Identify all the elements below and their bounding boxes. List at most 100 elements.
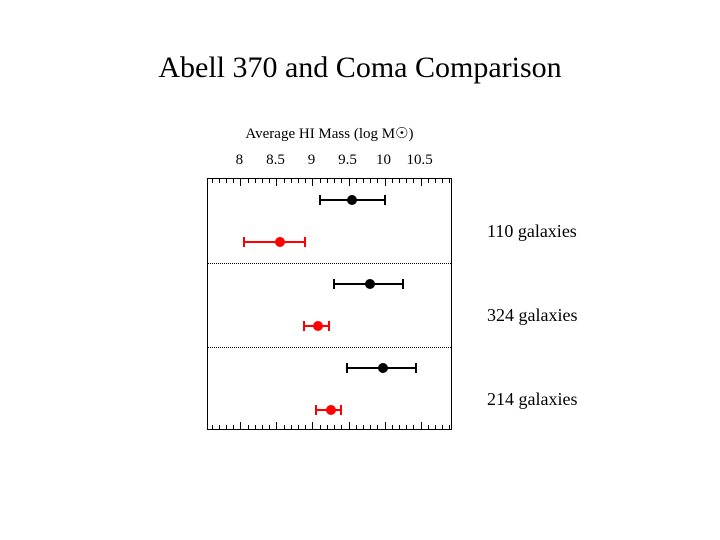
x-minor-tick [212,179,213,183]
x-minor-tick [226,179,227,183]
x-minor-tick [269,179,270,183]
x-minor-tick [291,179,292,183]
error-cap [384,195,386,205]
x-minor-tick [363,425,364,429]
x-tick-label: 9 [308,152,316,169]
x-minor-tick [356,179,357,183]
error-cap [402,279,404,289]
x-minor-tick [327,179,328,183]
x-minor-tick [255,425,256,429]
x-minor-tick [363,179,364,183]
x-minor-tick [298,179,299,183]
x-tick [276,179,277,186]
data-point [378,363,388,373]
error-cap [340,405,342,415]
x-minor-tick [320,179,321,183]
x-tick [385,179,386,186]
x-minor-tick [233,425,234,429]
x-tick [421,422,422,429]
x-tick-label: 9.5 [338,152,357,169]
x-tick [312,422,313,429]
x-minor-tick [255,179,256,183]
error-cap [243,237,245,247]
x-tick [421,179,422,186]
x-minor-tick [392,425,393,429]
x-minor-tick [219,425,220,429]
x-minor-tick [356,425,357,429]
data-point [365,279,375,289]
error-cap [333,279,335,289]
x-minor-tick [449,425,450,429]
x-tick-label: 10.5 [406,152,432,169]
x-minor-tick [442,179,443,183]
x-minor-tick [370,425,371,429]
x-minor-tick [226,425,227,429]
x-minor-tick [284,179,285,183]
x-minor-tick [341,179,342,183]
x-minor-tick [334,425,335,429]
error-cap [304,237,306,247]
x-minor-tick [370,179,371,183]
x-minor-tick [413,179,414,183]
x-minor-tick [399,425,400,429]
x-minor-tick [392,179,393,183]
x-tick-label: 10 [376,152,391,169]
x-minor-tick [341,425,342,429]
x-minor-tick [291,425,292,429]
x-tick [240,179,241,186]
x-minor-tick [248,425,249,429]
error-cap [328,321,330,331]
x-minor-tick [262,179,263,183]
error-cap [315,405,317,415]
x-tick [276,422,277,429]
x-minor-tick [399,179,400,183]
x-minor-tick [428,179,429,183]
x-minor-tick [334,179,335,183]
x-minor-tick [413,425,414,429]
x-minor-tick [305,425,306,429]
x-minor-tick [233,179,234,183]
x-minor-tick [435,179,436,183]
galaxy-count-annotation: 214 galaxies [487,389,577,410]
x-minor-tick [212,425,213,429]
x-minor-tick [435,425,436,429]
error-cap [319,195,321,205]
page-title: Abell 370 and Coma Comparison [0,51,720,85]
x-minor-tick [305,179,306,183]
data-point [275,237,285,247]
x-minor-tick [284,425,285,429]
x-minor-tick [327,425,328,429]
x-axis-title: Average HI Mass (log M☉) [207,124,452,143]
x-minor-tick [248,179,249,183]
x-minor-tick [219,179,220,183]
x-minor-tick [406,179,407,183]
x-minor-tick [406,425,407,429]
x-minor-tick [449,179,450,183]
galaxy-count-annotation: 110 galaxies [487,221,577,242]
data-point [347,195,357,205]
x-minor-tick [298,425,299,429]
error-cap [346,363,348,373]
x-tick-label: 8.5 [266,152,285,169]
section-separator [208,347,451,348]
galaxy-count-annotation: 324 galaxies [487,305,577,326]
x-minor-tick [262,425,263,429]
x-tick-label: 8 [236,152,244,169]
data-point [313,321,323,331]
plot-area [207,178,452,430]
x-minor-tick [269,425,270,429]
x-minor-tick [377,425,378,429]
x-tick [385,422,386,429]
x-tick [240,422,241,429]
x-tick [349,422,350,429]
error-cap [303,321,305,331]
x-minor-tick [428,425,429,429]
error-cap [415,363,417,373]
x-minor-tick [377,179,378,183]
section-separator [208,263,451,264]
x-tick [349,179,350,186]
x-minor-tick [320,425,321,429]
x-minor-tick [442,425,443,429]
x-tick [312,179,313,186]
data-point [326,405,336,415]
